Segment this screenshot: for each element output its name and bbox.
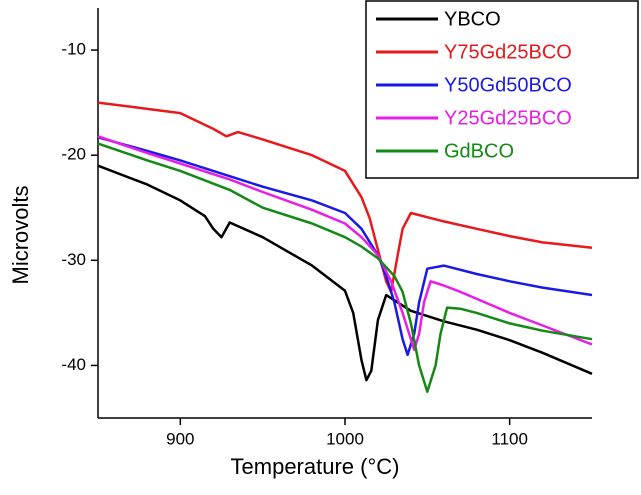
legend-box: [365, 0, 639, 179]
y-tick-label: -20: [61, 145, 86, 164]
legend-label: Y25Gd25BCO: [444, 107, 572, 129]
y-tick-label: -10: [61, 40, 86, 59]
legend-label: YBCO: [444, 8, 501, 30]
legend-label: Y50Gd50BCO: [444, 74, 572, 96]
x-tick-label: 1000: [326, 429, 364, 448]
y-tick-label: -30: [61, 250, 86, 269]
series-line: [97, 164, 593, 382]
series-line: [97, 136, 593, 357]
x-tick-label: 900: [166, 429, 194, 448]
y-tick-label: -40: [61, 355, 86, 374]
legend-label: GdBCO: [444, 140, 514, 162]
x-axis-label: Temperature (°C): [231, 454, 400, 479]
legend-label: Y75Gd25BCO: [444, 41, 572, 63]
series-line: [97, 142, 593, 393]
y-axis-label: Microvolts: [8, 185, 33, 284]
x-tick-label: 1100: [491, 429, 528, 448]
series-line: [97, 101, 593, 294]
series-line: [97, 135, 593, 351]
